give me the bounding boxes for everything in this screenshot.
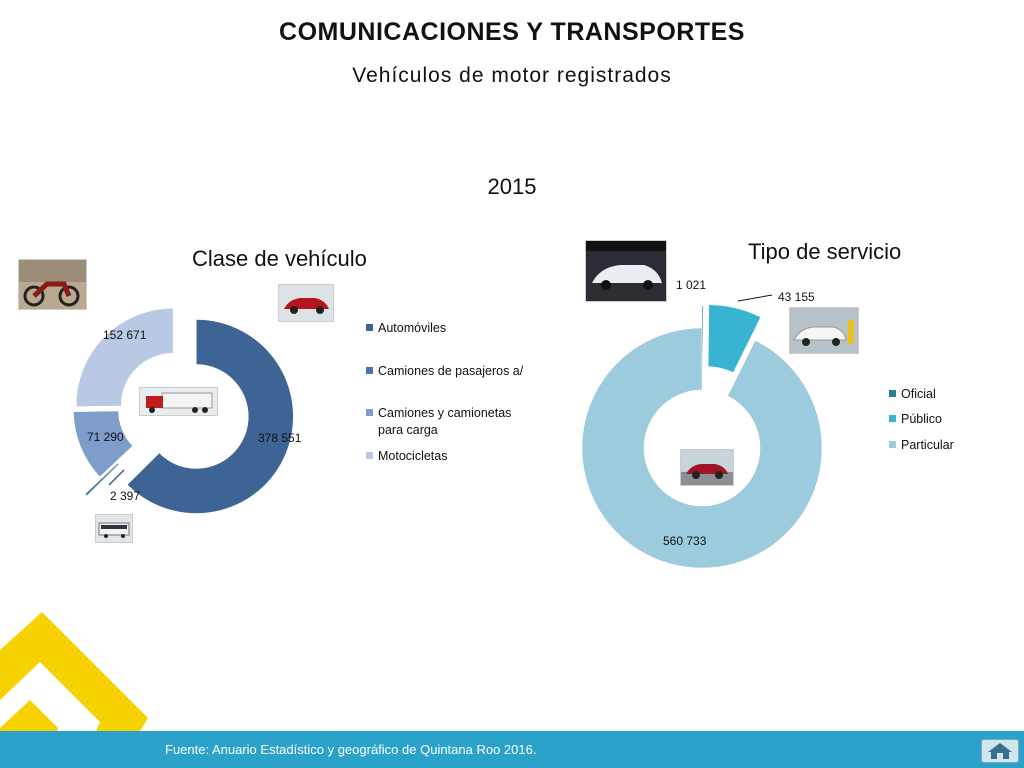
- legend-swatch: [889, 415, 896, 422]
- home-button[interactable]: [981, 739, 1019, 763]
- legend-entry: Camiones y camionetas: [378, 406, 511, 420]
- legend-entry: Automóviles: [378, 321, 446, 335]
- legend-entry: Oficial: [901, 387, 936, 401]
- legend-entry: para carga: [378, 423, 438, 437]
- slice-0: [701, 305, 704, 369]
- data-label: 1 021: [676, 278, 706, 292]
- page-subtitle: Vehículos de motor registrados: [352, 64, 672, 87]
- data-label: 152 671: [103, 328, 147, 342]
- slice-1: [84, 462, 120, 497]
- legend-swatch: [366, 452, 373, 459]
- legend-swatch: [366, 409, 373, 416]
- legend-swatch: [366, 367, 373, 374]
- page-title: COMUNICACIONES Y TRANSPORTES: [279, 18, 745, 46]
- source-note: Fuente: Anuario Estadístico y geográfico…: [165, 742, 537, 757]
- leader-line: [737, 294, 773, 302]
- white-car-photo: [585, 240, 667, 302]
- slice-1: [707, 304, 762, 373]
- taxi-photo: [789, 307, 859, 354]
- data-label: 71 290: [87, 430, 124, 444]
- year-label: 2015: [487, 174, 537, 199]
- slice-2: [581, 327, 823, 569]
- data-label: 378 551: [258, 431, 302, 445]
- particular-car-photo: [680, 449, 734, 486]
- red-car-photo: [278, 284, 334, 322]
- leader-line: [108, 469, 125, 486]
- legend-entry: Camiones de pasajeros a/: [378, 364, 524, 378]
- legend-swatch: [889, 390, 896, 397]
- chart-title: Clase de vehículo: [192, 246, 367, 271]
- bus-photo: [95, 514, 133, 543]
- data-label: 43 155: [778, 290, 815, 304]
- slice-0: [127, 319, 294, 514]
- slice-3: [75, 307, 174, 407]
- motorcycle-photo: [18, 259, 87, 310]
- legend-swatch: [889, 441, 896, 448]
- truck-photo: [139, 387, 218, 416]
- legend-entry: Público: [901, 412, 942, 426]
- chart-title: Tipo de servicio: [748, 239, 901, 264]
- legend-swatch: [366, 324, 373, 331]
- footer-bar: [0, 731, 1024, 768]
- legend-entry: Motocicletas: [378, 449, 447, 463]
- slice-2: [73, 410, 133, 478]
- legend-entry: Particular: [901, 438, 954, 452]
- home-icon: [988, 743, 1012, 759]
- data-label: 2 397: [110, 489, 140, 503]
- data-label: 560 733: [663, 534, 707, 548]
